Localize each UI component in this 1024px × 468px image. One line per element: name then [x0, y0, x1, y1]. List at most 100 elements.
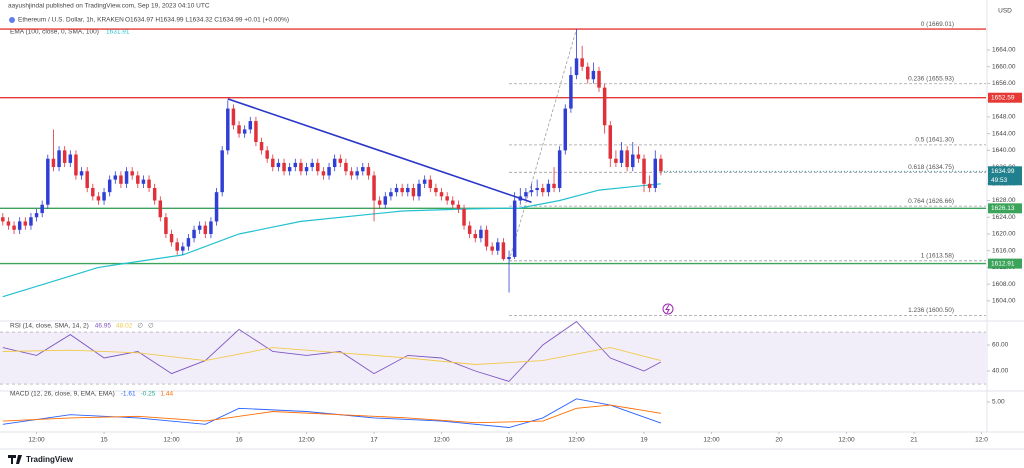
candle-body — [445, 196, 449, 201]
event-bolt — [665, 304, 670, 314]
candle-body — [428, 179, 433, 188]
y-tick-label: 1660.00 — [992, 63, 1016, 70]
candle-body — [85, 171, 89, 188]
publisher: aayushjindal published on TradingView.co… — [8, 3, 210, 10]
candle-body — [113, 175, 118, 180]
candle-body — [316, 162, 320, 172]
candle-body — [608, 125, 613, 159]
x-tick-label: 12:00 — [703, 437, 720, 444]
candle-body — [46, 158, 50, 205]
y-tick-label: 5.00 — [992, 399, 1005, 406]
ema-value: 1631.91 — [106, 29, 130, 36]
candle-body — [355, 171, 359, 176]
candle-body — [119, 175, 123, 184]
symbol: Ethereum / U.S. Dollar, 1h, KRAKEN — [18, 17, 124, 24]
candle-body — [57, 150, 61, 168]
trendline — [227, 98, 532, 203]
x-tick-label: 12:0 — [975, 437, 988, 444]
candle-body — [349, 171, 354, 176]
y-tick-label: 1604.00 — [992, 298, 1016, 305]
candle-body — [220, 150, 224, 193]
candle-body — [462, 208, 466, 226]
candle-body — [439, 192, 444, 197]
level-axis-label: 1626.13 — [991, 205, 1015, 212]
candle-body — [529, 190, 534, 193]
y-tick-label: 1608.00 — [992, 281, 1016, 288]
x-tick-label: 12:00 — [28, 437, 45, 444]
candle-body — [23, 221, 28, 226]
candle-body — [6, 221, 11, 226]
candle-body — [186, 238, 191, 247]
candle-body — [248, 121, 253, 130]
level-axis-box — [988, 258, 1022, 269]
candle-body — [383, 196, 388, 205]
candle-body — [569, 75, 573, 109]
candle-body — [574, 58, 579, 76]
candle-body — [152, 187, 157, 201]
indicator-line — [2, 398, 662, 428]
symbol-icon — [9, 17, 15, 23]
y-tick-label: 1664.00 — [992, 47, 1016, 54]
candle-body — [614, 158, 618, 163]
candle-body — [552, 183, 556, 188]
candle-body — [451, 200, 455, 205]
candle-body — [327, 167, 331, 176]
indicator-value: -0.25 — [141, 391, 156, 398]
x-tick-label: 19 — [640, 437, 648, 444]
y-tick-label: 1628.00 — [992, 197, 1016, 204]
x-tick-label: 21 — [910, 437, 918, 444]
level-axis-box — [988, 92, 1022, 103]
fib-label: 1.236 (1600.50) — [908, 307, 954, 314]
indicator-line — [2, 347, 662, 365]
candle-body — [214, 192, 219, 222]
candle-body — [62, 150, 67, 163]
candle-body — [580, 58, 584, 67]
candle-body — [490, 246, 494, 251]
candle-body — [535, 187, 539, 191]
candle-body — [653, 158, 658, 188]
indicator-title: RSI (14, close, SMA, 14, 2) — [10, 323, 89, 330]
candle-body — [473, 233, 478, 239]
currency: USD — [998, 8, 1012, 15]
y-tick-label: 1644.00 — [992, 130, 1016, 137]
candle-body — [406, 187, 410, 193]
band-fill — [0, 332, 986, 385]
candle-body — [422, 179, 427, 184]
candle-body — [147, 179, 151, 188]
candle-body — [546, 183, 551, 193]
candle-body — [124, 171, 129, 184]
candle-body — [91, 187, 95, 197]
candle-body — [231, 108, 236, 126]
candle-body — [271, 158, 275, 168]
candle-body — [226, 108, 230, 151]
indicator-line — [2, 404, 661, 424]
candle-body — [591, 70, 596, 80]
candle-body — [377, 200, 382, 205]
event-icon[interactable] — [662, 303, 674, 315]
x-tick-label: 12:00 — [433, 437, 450, 444]
x-tick-label: 16 — [235, 437, 243, 444]
candle-body — [164, 217, 168, 234]
candle-body — [254, 121, 258, 142]
candle-body — [287, 167, 292, 172]
indicator-value: 1.44 — [160, 391, 173, 398]
candle-body — [29, 217, 33, 226]
candle-body — [40, 204, 44, 214]
fib-label: 0.764 (1626.66) — [908, 198, 954, 205]
candle-body — [372, 175, 376, 201]
last-price-box — [988, 166, 1022, 186]
candle-body — [102, 192, 106, 201]
candle-body — [242, 129, 247, 134]
candle-body — [361, 167, 365, 172]
y-tick-label: 1616.00 — [992, 247, 1016, 254]
candle-body — [276, 162, 281, 168]
candle-body — [332, 158, 337, 168]
candle-body — [541, 187, 545, 193]
candle-body — [169, 233, 174, 243]
candle-body — [557, 150, 562, 188]
y-tick-label: 1656.00 — [992, 80, 1016, 87]
indicator-value: 46.95 — [95, 323, 112, 330]
y-tick-label: 1648.00 — [992, 114, 1016, 121]
footer-brand: TradingView — [26, 455, 74, 464]
